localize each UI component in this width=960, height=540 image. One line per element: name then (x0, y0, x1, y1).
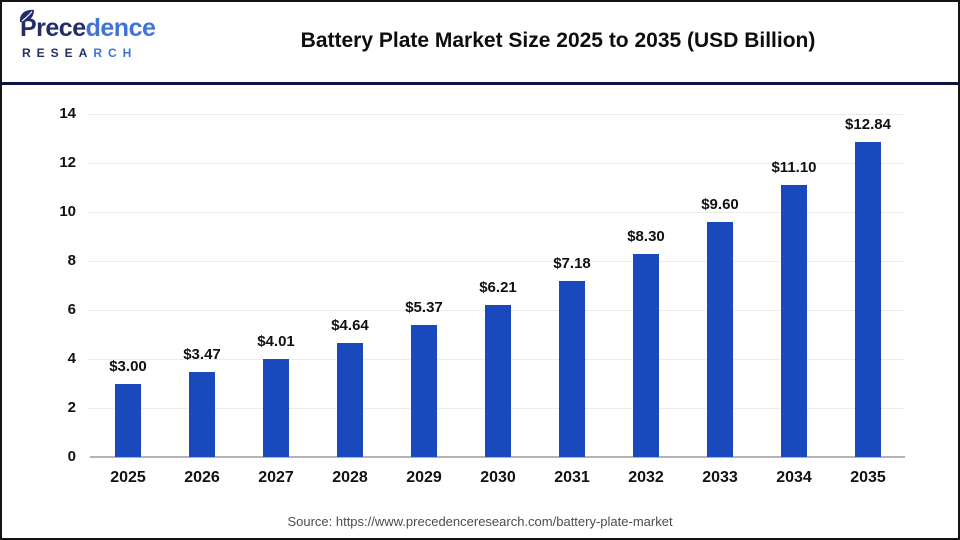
brand-logo: Precedence RESEARCH (19, 9, 190, 60)
brand-wordmark: Precedence (19, 9, 190, 43)
gridline (88, 113, 905, 115)
x-axis-tick-label: 2032 (628, 469, 664, 486)
gridline (88, 211, 905, 213)
brand-text-light: dence (85, 14, 156, 42)
bar-2025 (115, 383, 141, 457)
bar-2028 (337, 343, 363, 457)
bar-value-label: $12.84 (845, 116, 891, 134)
bar-value-label: $4.01 (257, 332, 295, 350)
research-text-light: RCH (93, 46, 138, 60)
bar-value-label: $3.47 (183, 345, 221, 363)
bar-2035 (855, 142, 881, 457)
x-axis-tick-label: 2027 (258, 469, 294, 486)
bar-value-label: $11.10 (771, 159, 817, 177)
bar-value-label: $3.00 (109, 357, 147, 375)
x-axis-tick-label: 2028 (332, 469, 368, 486)
bar-value-label: $8.30 (627, 227, 665, 245)
x-axis-tick-label: 2034 (776, 469, 812, 486)
gridline (88, 260, 905, 262)
x-axis-tick-label: 2030 (480, 469, 516, 486)
y-axis-tick-label: 8 (67, 252, 76, 269)
bar-value-label: $5.37 (405, 299, 443, 317)
leaf-icon (19, 9, 34, 23)
bar-2030 (485, 304, 511, 457)
bar-2029 (411, 325, 437, 457)
bar-value-label: $7.18 (553, 255, 591, 273)
bar-2026 (189, 371, 215, 457)
x-axis-tick-label: 2025 (110, 469, 146, 486)
y-axis-tick-label: 14 (59, 105, 76, 122)
y-axis-tick-label: 10 (59, 203, 76, 220)
bar-2027 (263, 358, 289, 457)
x-axis-tick-label: 2031 (554, 469, 590, 486)
research-text-dark: RESEA (22, 46, 94, 60)
x-axis-tick-label: 2033 (702, 469, 738, 486)
x-axis-tick-label: 2029 (406, 469, 442, 486)
brand-text-dark: Prece (20, 14, 86, 42)
brand-subtitle: RESEARCH (20, 46, 190, 60)
bar-value-label: $9.60 (701, 195, 739, 213)
x-axis-tick-label: 2026 (184, 469, 220, 486)
chart-title: Battery Plate Market Size 2025 to 2035 (… (300, 29, 816, 52)
x-axis-line (90, 456, 905, 458)
source-text: Source: https://www.precedenceresearch.c… (287, 514, 673, 529)
bar-value-label: $6.21 (479, 278, 517, 296)
y-axis-tick-label: 2 (67, 399, 76, 416)
y-axis-tick-label: 0 (67, 448, 76, 465)
bar-2034 (781, 185, 807, 457)
bar-value-label: $4.64 (331, 317, 369, 335)
y-axis-tick-label: 6 (67, 301, 76, 318)
x-axis-tick-label: 2035 (850, 469, 886, 486)
header-divider (2, 82, 958, 85)
bar-2033 (707, 221, 733, 457)
gridline (88, 162, 905, 164)
y-axis-tick-label: 4 (67, 350, 76, 367)
bar-2031 (559, 281, 585, 457)
y-axis-tick-label: 12 (59, 154, 76, 171)
bar-2032 (633, 253, 659, 457)
